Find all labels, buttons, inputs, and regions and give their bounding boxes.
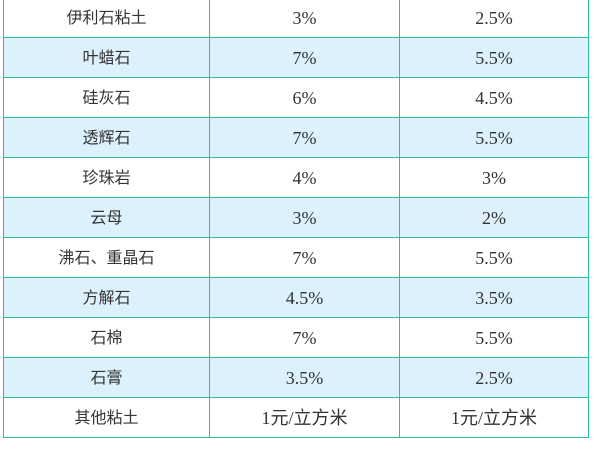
mineral-name-cell: 其他粘土 <box>3 397 210 438</box>
rate-cell-col2: 7% <box>209 237 400 278</box>
rate-cell-col2: 7% <box>209 37 400 78</box>
rate-cell-col2: 7% <box>209 117 400 158</box>
mineral-name-cell: 叶蜡石 <box>3 37 210 78</box>
table-row: 沸石、重晶石 7% 5.5% <box>3 237 589 278</box>
table-row: 云母 3% 2% <box>3 197 589 238</box>
rate-cell-col3: 4.5% <box>399 77 589 118</box>
mineral-name-cell: 珍珠岩 <box>3 157 210 198</box>
table-container: 伊利石粘土 3% 2.5% 叶蜡石 7% 5.5% 硅灰石 6% 4.5% 透辉… <box>3 0 589 438</box>
rate-cell-col2: 7% <box>209 317 400 358</box>
rate-cell-col3: 2.5% <box>399 0 589 38</box>
rate-cell-col2: 3.5% <box>209 357 400 398</box>
mineral-name-cell: 伊利石粘土 <box>3 0 210 38</box>
rate-cell-col2: 1元/立方米 <box>209 397 400 438</box>
rate-cell-col3: 3% <box>399 157 589 198</box>
mineral-name-cell: 石棉 <box>3 317 210 358</box>
rate-cell-col3: 5.5% <box>399 117 589 158</box>
table-row: 透辉石 7% 5.5% <box>3 117 589 158</box>
rate-cell-col3: 2.5% <box>399 357 589 398</box>
mineral-name-cell: 云母 <box>3 197 210 238</box>
mineral-name-cell: 透辉石 <box>3 117 210 158</box>
rate-cell-col3: 2% <box>399 197 589 238</box>
rate-cell-col2: 3% <box>209 0 400 38</box>
table-row: 其他粘土 1元/立方米 1元/立方米 <box>3 397 589 438</box>
table-row: 方解石 4.5% 3.5% <box>3 277 589 318</box>
rate-cell-col2: 3% <box>209 197 400 238</box>
table-row: 叶蜡石 7% 5.5% <box>3 37 589 78</box>
rate-cell-col3: 5.5% <box>399 37 589 78</box>
rate-cell-col2: 6% <box>209 77 400 118</box>
table-row: 石膏 3.5% 2.5% <box>3 357 589 398</box>
table-body: 伊利石粘土 3% 2.5% 叶蜡石 7% 5.5% 硅灰石 6% 4.5% 透辉… <box>3 0 589 438</box>
rate-cell-col3: 5.5% <box>399 237 589 278</box>
rate-cell-col3: 3.5% <box>399 277 589 318</box>
mineral-name-cell: 沸石、重晶石 <box>3 237 210 278</box>
table-row: 硅灰石 6% 4.5% <box>3 77 589 118</box>
rate-cell-col3: 1元/立方米 <box>399 397 589 438</box>
mineral-name-cell: 硅灰石 <box>3 77 210 118</box>
mineral-rate-table: 伊利石粘土 3% 2.5% 叶蜡石 7% 5.5% 硅灰石 6% 4.5% 透辉… <box>3 0 589 438</box>
table-row: 珍珠岩 4% 3% <box>3 157 589 198</box>
table-row: 伊利石粘土 3% 2.5% <box>3 0 589 38</box>
mineral-name-cell: 石膏 <box>3 357 210 398</box>
rate-cell-col2: 4.5% <box>209 277 400 318</box>
rate-cell-col3: 5.5% <box>399 317 589 358</box>
mineral-name-cell: 方解石 <box>3 277 210 318</box>
table-row: 石棉 7% 5.5% <box>3 317 589 358</box>
rate-cell-col2: 4% <box>209 157 400 198</box>
